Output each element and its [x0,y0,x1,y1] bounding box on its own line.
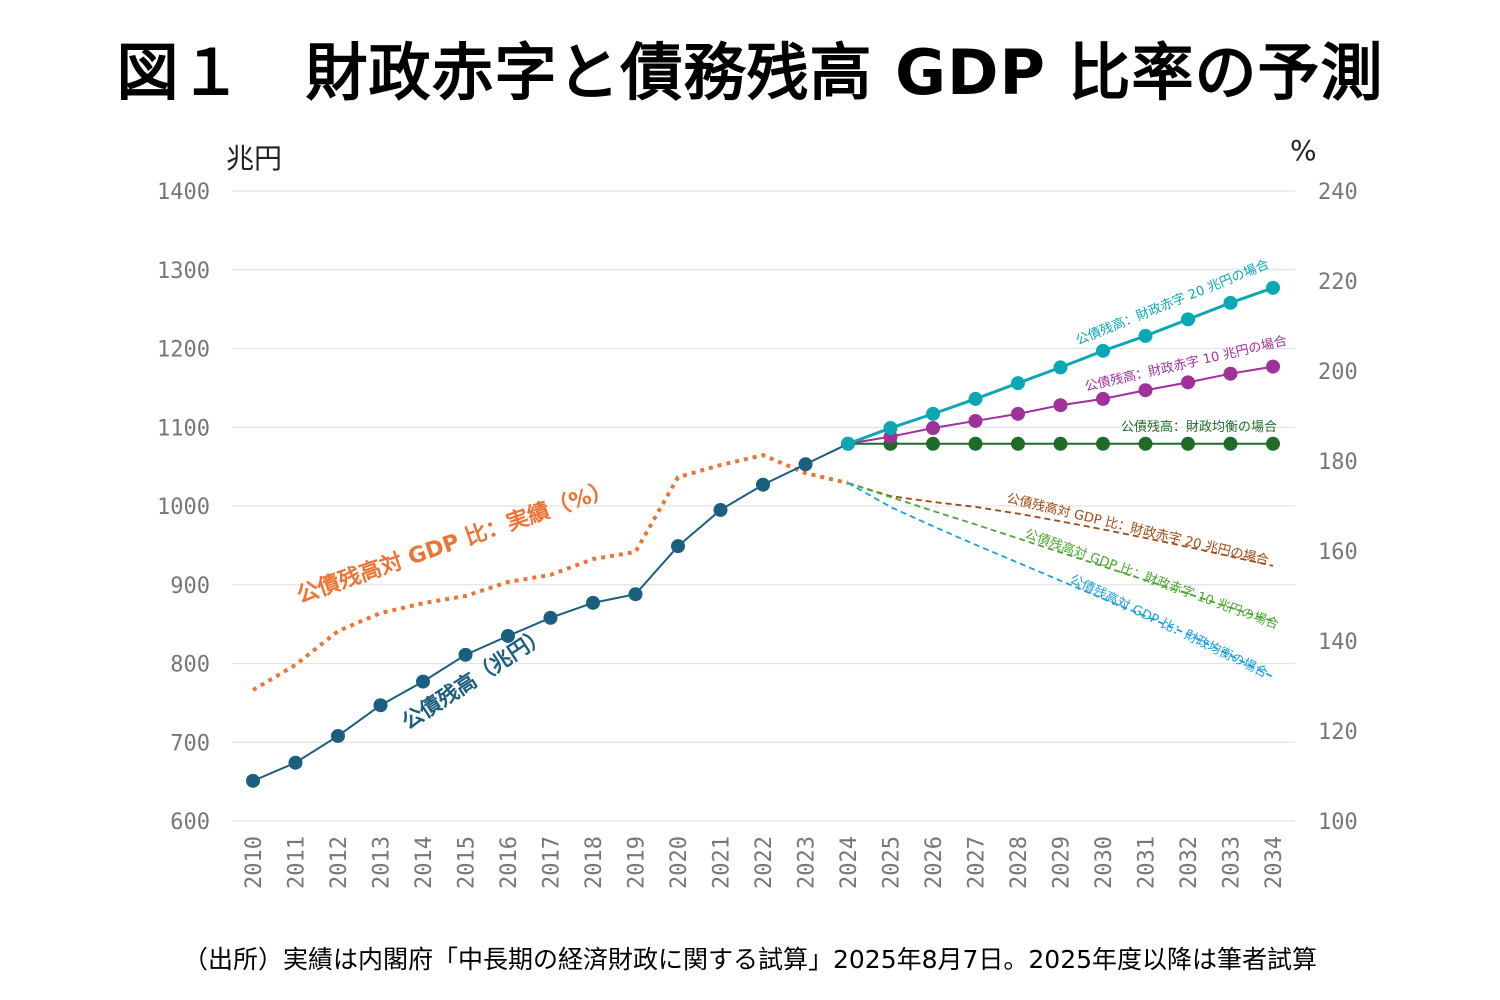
x-tick-label: 2023 [795,836,820,889]
data-point [926,406,940,421]
y-right-tick-label: 220 [1318,270,1358,295]
data-point [586,595,600,610]
data-point [1096,343,1110,358]
x-tick-label: 2019 [625,836,650,889]
y-left-tick-label: 600 [170,810,210,835]
data-point [1266,280,1280,295]
data-point [331,728,345,743]
chart-title: 図１ 財政赤字と債務残高 GDP 比率の予測 [116,36,1384,109]
data-point [246,773,260,788]
x-tick-label: 2031 [1135,836,1160,889]
data-point [543,610,558,625]
x-tick-label: 2016 [497,836,522,889]
y-left-tick-label: 1400 [157,180,210,205]
y-right-tick-label: 140 [1318,630,1358,655]
y-right-tick-label: 240 [1318,180,1358,205]
source-note: （出所）実績は内閣府「中長期の経済財政に関する試算」2025年8月7日。2025… [182,945,1318,974]
y-right-tick-label: 100 [1318,810,1358,835]
x-tick-label: 2030 [1092,836,1117,889]
data-point [1138,436,1153,451]
data-point [756,477,770,492]
y-left-axis-label: 兆円 [226,142,282,175]
x-tick-label: 2027 [965,836,990,889]
series-line-4 [251,453,849,692]
y-right-axis-label: % [1290,134,1317,167]
data-point [373,698,388,713]
data-point [1138,328,1153,343]
x-tick-label: 2032 [1177,836,1202,889]
data-point [926,436,940,451]
data-point [501,628,515,643]
x-tick-label: 2028 [1007,836,1032,889]
data-point [968,391,983,406]
x-tick-label: 2013 [370,836,395,889]
annotation-label: 公債残高：財政均衡の場合 [1121,419,1277,435]
data-point [926,421,940,436]
data-point [841,436,855,451]
y-left-tick-label: 800 [170,653,210,678]
data-point [883,421,898,436]
y-right-tick-label: 200 [1318,360,1358,385]
x-tick-label: 2015 [455,836,480,889]
data-point [288,755,303,770]
y-right-tick-label: 180 [1318,450,1358,475]
data-point [1223,366,1238,381]
series-line-6 [847,482,1274,623]
data-point [458,647,473,662]
data-point [1053,436,1068,451]
x-tick-label: 2029 [1050,836,1075,889]
data-point [713,502,728,517]
data-point [1096,436,1110,451]
y-left-tick-label: 1100 [157,416,210,441]
y-left-tick-label: 900 [170,574,210,599]
x-tick-label: 2034 [1262,836,1287,889]
x-tick-label: 2017 [540,836,565,889]
y-left-tick-label: 1300 [157,259,210,284]
x-tick-label: 2020 [667,836,692,889]
data-point [628,587,643,602]
annotation-label: 公債残高対 GDP 比：財政赤字 20 兆円の場合 [1005,490,1270,568]
data-point [1266,436,1280,451]
x-tick-label: 2033 [1220,836,1245,889]
x-tick-label: 2018 [582,836,607,889]
data-point [1096,391,1110,406]
data-point [1266,359,1280,374]
x-tick-label: 2012 [327,836,352,889]
data-point [968,436,983,451]
x-tick-label: 2010 [242,836,267,889]
y-right-tick-label: 160 [1318,540,1358,565]
data-point [798,457,813,472]
x-tick-label: 2022 [752,836,777,889]
y-right-tick-label: 120 [1318,720,1358,745]
data-point [1138,383,1153,398]
data-point [1223,436,1238,451]
data-point [671,539,685,554]
data-point [1011,436,1025,451]
series-line-5 [847,482,1274,567]
x-tick-label: 2021 [710,836,735,889]
x-tick-label: 2011 [285,836,310,889]
data-point [1181,375,1195,390]
data-point [1223,295,1238,310]
data-point [416,674,430,689]
data-point [1011,406,1025,421]
x-tick-label: 2026 [922,836,947,889]
annotation-label: 公債残高対 GDP 比：実績（%） [293,476,615,609]
data-point [1011,376,1025,391]
x-tick-label: 2014 [412,836,437,889]
y-left-tick-label: 700 [170,731,210,756]
data-point [1053,398,1068,413]
data-point [1053,360,1068,375]
data-point [1181,312,1195,327]
data-point [1181,436,1195,451]
x-tick-label: 2024 [837,836,862,889]
data-point [968,413,983,428]
series-line-7 [847,482,1274,678]
x-tick-label: 2025 [880,836,905,889]
y-left-tick-label: 1000 [157,495,210,520]
y-left-tick-label: 1200 [157,338,210,363]
